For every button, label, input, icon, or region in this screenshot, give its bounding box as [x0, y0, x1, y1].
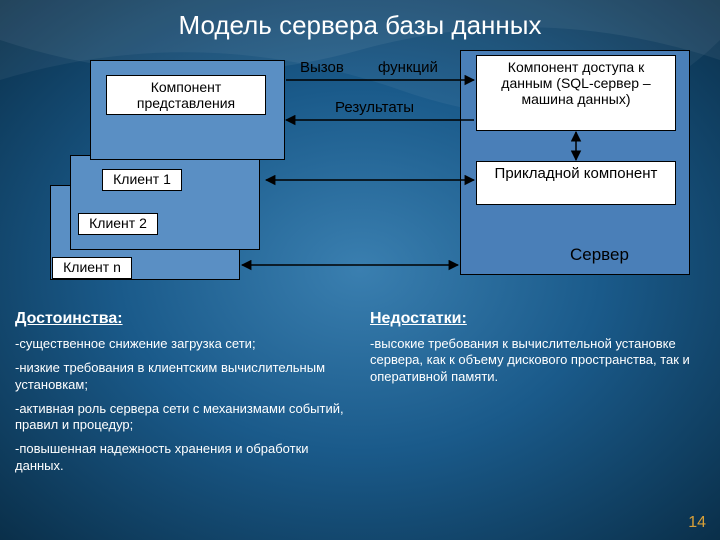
disadvantage-item: -высокие требования к вычислительной уст…: [370, 336, 705, 385]
text-columns: Достоинства: -существенное снижение загр…: [15, 310, 705, 482]
page-number: 14: [688, 514, 706, 532]
slide-title-text: Модель сервера базы данных: [179, 10, 542, 40]
advantages-heading: Достоинства:: [15, 310, 350, 328]
advantage-item: -повышенная надежность хранения и обрабо…: [15, 441, 350, 474]
slide-title: Модель сервера базы данных: [0, 10, 720, 41]
advantages-column: Достоинства: -существенное снижение загр…: [15, 310, 350, 482]
diagram-area: Компонент представления Клиент 1 Клиент …: [0, 45, 720, 305]
arrows: [0, 45, 720, 305]
disadvantages-heading: Недостатки:: [370, 310, 705, 328]
advantage-item: -существенное снижение загрузка сети;: [15, 336, 350, 352]
advantage-item: -низкие требования в клиентским вычислит…: [15, 360, 350, 393]
disadvantages-column: Недостатки: -высокие требования к вычисл…: [370, 310, 705, 482]
advantage-item: -активная роль сервера сети с механизмам…: [15, 401, 350, 434]
